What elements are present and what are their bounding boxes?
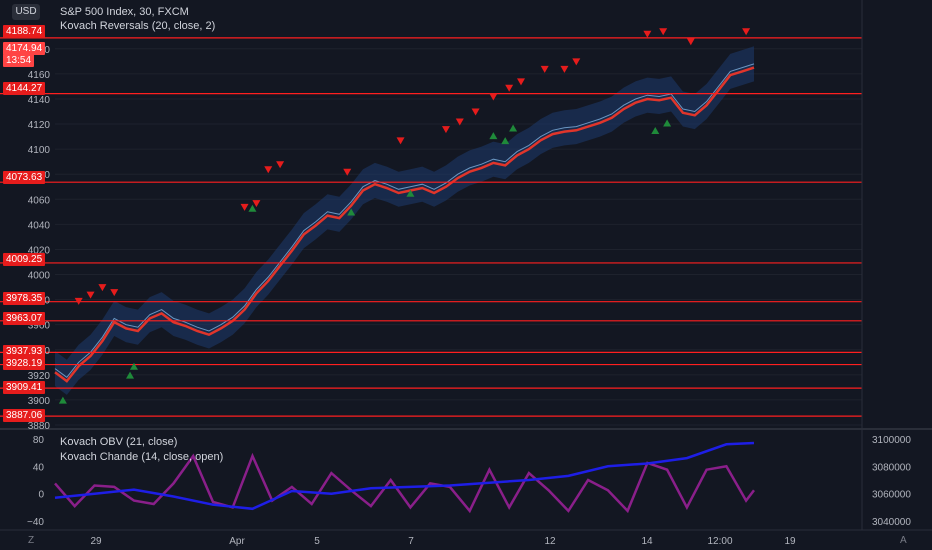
price-tick-label: 3900 <box>28 396 51 407</box>
price-tick-label: 4160 <box>28 70 51 81</box>
level-label: 4009.25 <box>3 253 46 266</box>
time-tick-label: 14 <box>641 536 653 547</box>
buy-signal-marker <box>58 396 67 404</box>
sell-signal-marker <box>659 28 668 36</box>
sell-signal-marker <box>572 58 581 66</box>
sell-signal-marker <box>86 291 95 299</box>
osc-tick-label: 40 <box>33 462 45 473</box>
time-tick-label: 5 <box>314 536 320 547</box>
obv-tick-label: 3080000 <box>872 462 911 473</box>
oscillator-pane <box>54 441 755 514</box>
level-label: 3887.06 <box>3 409 46 422</box>
obv-line <box>54 441 755 511</box>
sell-signal-marker <box>240 203 249 211</box>
sell-signal-marker <box>110 289 119 297</box>
buy-signal-marker <box>248 204 257 212</box>
level-label: 4144.27 <box>3 82 46 95</box>
price-tick-label: 3880 <box>28 421 51 432</box>
price-tick-label: 4000 <box>28 271 51 282</box>
level-label: 3963.07 <box>3 312 46 325</box>
buy-signal-marker <box>406 189 415 197</box>
osc-tick-label: −40 <box>27 517 44 528</box>
price-candles-line <box>54 63 755 378</box>
sell-signal-marker <box>455 118 464 126</box>
buy-signal-marker <box>347 208 356 216</box>
indicator-title-chande[interactable]: Kovach Chande (14, close, open) <box>60 451 224 463</box>
sell-signal-marker <box>686 38 695 46</box>
price-tick-label: 4040 <box>28 220 51 231</box>
sell-signal-marker <box>540 65 549 73</box>
time-tick-label: Apr <box>229 536 245 547</box>
level-label: 3909.41 <box>3 381 46 394</box>
sell-signal-marker <box>517 78 525 86</box>
sell-signal-marker <box>643 30 652 38</box>
signal-markers <box>58 28 751 404</box>
price-tick-label: 4140 <box>28 95 51 106</box>
currency-button[interactable]: USD <box>12 4 40 20</box>
level-label: 4188.74 <box>3 25 46 38</box>
obv-tick-label: 3100000 <box>872 435 911 446</box>
time-tick-label: 12:00 <box>707 536 732 547</box>
sell-signal-marker <box>560 65 569 73</box>
level-label: 3928.19 <box>3 357 46 370</box>
countdown-label: 13:54 <box>3 54 35 67</box>
volatility-band <box>55 46 754 395</box>
level-label: 4073.63 <box>3 171 46 184</box>
time-tick-label: 7 <box>408 536 414 547</box>
current-price-label: 4174.94 <box>3 42 46 55</box>
level-lines <box>0 37 862 417</box>
sell-signal-marker <box>252 200 261 208</box>
price-tick-label: 4120 <box>28 120 51 131</box>
sell-signal-marker <box>505 84 514 92</box>
buy-signal-marker <box>129 362 138 370</box>
price-tick-label: 4060 <box>28 195 51 206</box>
obv-tick-label: 3060000 <box>872 490 911 501</box>
level-label: 3978.35 <box>3 292 46 305</box>
obv-tick-label: 3040000 <box>872 517 911 528</box>
time-tick-label: 12 <box>544 536 556 547</box>
band-area <box>55 46 754 395</box>
time-tick-label: 19 <box>784 536 796 547</box>
buy-signal-marker <box>501 137 510 145</box>
sell-signal-marker <box>471 108 480 116</box>
sell-signal-marker <box>276 161 285 169</box>
sell-signal-marker <box>441 126 450 134</box>
time-tick-label: 29 <box>90 536 102 547</box>
sell-signal-marker <box>396 137 405 145</box>
price-tick-label: 3960 <box>28 321 51 332</box>
grid <box>0 48 932 430</box>
auto-scale-button[interactable]: A <box>900 535 907 546</box>
symbol-title: S&P 500 Index, 30, FXCM <box>60 6 189 18</box>
buy-signal-marker <box>509 124 518 132</box>
buy-signal-marker <box>126 371 135 379</box>
indicator-title-main[interactable]: Kovach Reversals (20, close, 2) <box>60 20 216 32</box>
buy-signal-marker <box>663 119 672 127</box>
sell-signal-marker <box>264 166 273 174</box>
sell-signal-marker <box>742 28 751 36</box>
buy-signal-marker <box>489 132 498 140</box>
buy-signal-marker <box>651 127 660 135</box>
sell-signal-marker <box>74 297 83 305</box>
price-tick-label: 3920 <box>28 371 51 382</box>
sell-signal-marker <box>489 93 498 101</box>
level-label: 3937.93 <box>3 345 46 358</box>
zoom-button[interactable]: Z <box>28 535 35 546</box>
indicator-title-obv[interactable]: Kovach OBV (21, close) <box>60 436 178 448</box>
sell-signal-marker <box>98 284 107 292</box>
osc-tick-label: 0 <box>38 490 44 501</box>
price-tick-label: 4020 <box>28 245 51 256</box>
price-tick-label: 4100 <box>28 145 51 156</box>
sell-signal-marker <box>343 168 352 176</box>
osc-tick-label: 80 <box>33 435 45 446</box>
